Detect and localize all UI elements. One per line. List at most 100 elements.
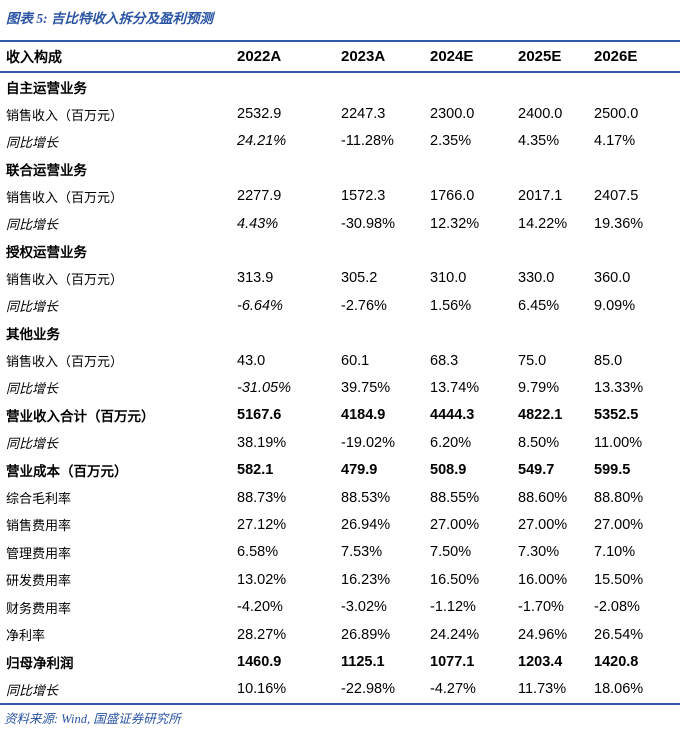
cell-value: 7.30%: [518, 544, 560, 561]
table-header-row: 收入构成 2022A 2023A 2024E 2025E 2026E: [0, 40, 680, 73]
column-header-year: 2023A: [334, 40, 423, 73]
table-row: 同比增长 10.16% -22.98% -4.27% 11.73% 18.06%: [0, 675, 680, 705]
table-row: 营业成本（百万元） 582.1 479.9 508.9 549.7 599.5: [0, 456, 680, 483]
source-note: 资料来源: Wind, 国盛证券研究所: [4, 711, 181, 726]
row-label: 销售收入（百万元）: [6, 271, 124, 287]
cell-value: 14.22%: [518, 215, 568, 232]
cell-value: 582.1: [237, 462, 274, 479]
cell-value: [587, 237, 680, 264]
figure-title: 图表 5: 吉比特收入拆分及盈利预测: [6, 11, 213, 26]
cell-value: 19.36%: [594, 215, 644, 232]
cell-value: 305.2: [341, 270, 378, 287]
cell-value: -11.28%: [341, 133, 394, 150]
table-row: 净利率 28.27% 26.89% 24.24% 24.96% 26.54%: [0, 621, 680, 648]
cell-value: 16.23%: [341, 571, 391, 588]
report-figure-page: 图表 5: 吉比特收入拆分及盈利预测 收入构成 2022A 2023A 2024E 20…: [0, 9, 680, 728]
cell-value: 4.17%: [594, 133, 636, 150]
table-body: 自主运营业务 销售收入（百万元） 2532.9 2247.3 2300.0 2400.0 2…: [0, 72, 680, 705]
row-label: 财务费用率: [6, 600, 72, 616]
cell-value: [230, 320, 334, 347]
cell-value: 11.73%: [511, 675, 587, 705]
column-header-year: 2022A: [230, 40, 334, 73]
column-header-label: 收入构成: [0, 40, 230, 73]
table-row: 同比增长 38.19% -19.02% 6.20% 8.50% 11.00%: [0, 429, 680, 456]
table-row: 授权运营业务: [0, 237, 680, 264]
cell-value: 15.50%: [594, 571, 644, 588]
cell-value: [230, 155, 334, 182]
cell-value: -1.70%: [518, 599, 564, 616]
table-row: 其他业务: [0, 320, 680, 347]
cell-value: 24.24%: [430, 626, 480, 643]
table-row: 管理费用率 6.58% 7.53% 7.50% 7.30% 7.10%: [0, 539, 680, 566]
cell-value: 75.0: [518, 352, 547, 369]
cell-value: 5352.5: [594, 407, 639, 424]
cell-value: [587, 72, 680, 100]
cell-value: [334, 320, 423, 347]
cell-value: 1766.0: [430, 188, 475, 205]
cell-value: 2247.3: [341, 106, 386, 123]
cell-value: 1.56%: [430, 297, 472, 314]
row-label: 同比增长: [6, 381, 59, 397]
cell-value: 2.35%: [430, 133, 472, 150]
cell-value: 11.00%: [594, 434, 643, 451]
cell-value: 508.9: [430, 462, 467, 479]
row-label: 同比增长: [6, 299, 59, 315]
column-header-year: 2025E: [511, 40, 587, 73]
table-row: 销售收入（百万元） 2277.9 1572.3 1766.0 2017.1 2407.5: [0, 183, 680, 210]
cell-value: [334, 72, 423, 100]
cell-value: 360.0: [594, 270, 631, 287]
cell-value: 2500.0: [594, 106, 639, 123]
cell-value: 9.09%: [594, 297, 636, 314]
cell-value: -30.98%: [341, 215, 396, 232]
cell-value: 1203.4: [518, 653, 563, 670]
cell-value: 5167.6: [237, 407, 282, 424]
cell-value: 1460.9: [237, 653, 282, 670]
table-row: 综合毛利率 88.73% 88.53% 88.55% 88.60% 88.80%: [0, 484, 680, 511]
cell-value: 24.96%: [518, 626, 568, 643]
cell-value: [230, 237, 334, 264]
table-row: 财务费用率 -4.20% -3.02% -1.12% -1.70% -2.08%: [0, 593, 680, 620]
cell-value: 6.45%: [518, 297, 560, 314]
cell-value: 4822.1: [518, 407, 563, 424]
cell-value: [423, 155, 511, 182]
row-label: 净利率: [6, 628, 46, 643]
cell-value: [587, 320, 680, 347]
cell-value: 2400.0: [518, 106, 563, 123]
row-label: 联合运营业务: [6, 162, 87, 178]
cell-value: 13.02%: [237, 571, 287, 588]
row-label: 综合毛利率: [6, 491, 72, 507]
row-label: 授权运营业务: [6, 245, 87, 261]
row-label: 销售收入（百万元）: [6, 189, 124, 205]
row-label: 管理费用率: [6, 545, 72, 561]
cell-value: -1.12%: [430, 599, 476, 616]
cell-value: 7.53%: [341, 544, 383, 561]
row-label: 其他业务: [6, 327, 60, 343]
table-row: 营业收入合计（百万元） 5167.6 4184.9 4444.3 4822.1 5352.…: [0, 402, 680, 429]
cell-value: 2277.9: [237, 188, 282, 205]
cell-value: -31.05%: [237, 379, 292, 396]
row-label: 销售费用率: [6, 518, 72, 534]
column-header-year: 2026E: [587, 40, 680, 73]
table-row: 销售收入（百万元） 2532.9 2247.3 2300.0 2400.0 2500.0: [0, 100, 680, 127]
cell-value: 6.58%: [237, 544, 279, 561]
table-row: 同比增长 24.21% -11.28% 2.35% 4.35% 4.17%: [0, 128, 680, 155]
cell-value: 26.94%: [341, 516, 391, 533]
cell-value: 2300.0: [430, 106, 475, 123]
cell-value: 1420.8: [594, 653, 639, 670]
cell-value: 10.16%: [230, 675, 334, 705]
table-row: 销售费用率 27.12% 26.94% 27.00% 27.00% 27.00%: [0, 511, 680, 538]
cell-value: 8.50%: [518, 434, 560, 451]
cell-value: 27.00%: [594, 516, 644, 533]
cell-value: [511, 72, 587, 100]
table-row: 联合运营业务: [0, 155, 680, 182]
cell-value: -2.08%: [594, 599, 640, 616]
cell-value: 4184.9: [341, 407, 386, 424]
cell-value: 4.43%: [237, 215, 279, 232]
cell-value: 2017.1: [518, 188, 563, 205]
cell-value: 4.35%: [518, 133, 560, 150]
cell-value: 9.79%: [518, 379, 560, 396]
cell-value: 88.60%: [518, 489, 568, 506]
cell-value: 16.00%: [518, 571, 568, 588]
cell-value: 13.33%: [594, 379, 644, 396]
revenue-forecast-table: 收入构成 2022A 2023A 2024E 2025E 2026E 自主运营业务 销售收入…: [0, 40, 680, 705]
